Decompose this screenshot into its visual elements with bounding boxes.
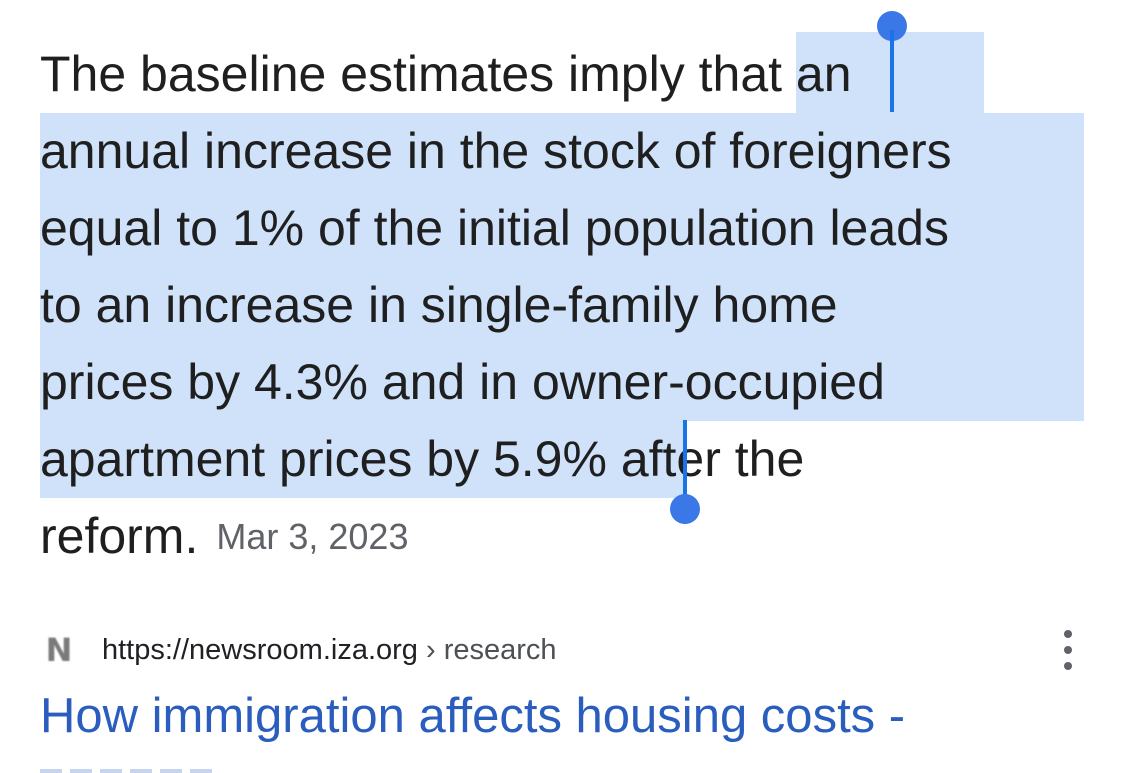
snippet-selected-text[interactable]: annual increase in the stock of foreigne… xyxy=(40,123,952,179)
snippet-line-4: to an increase in single-family home xyxy=(40,267,1100,344)
snippet-line-1: The baseline estimates imply that an xyxy=(40,32,1100,114)
featured-snippet: The baseline estimates imply that an ann… xyxy=(40,32,1100,575)
snippet-line-7: reform. Mar 3, 2023 xyxy=(40,498,1100,575)
snippet-pre-selection: The baseline estimates imply that xyxy=(40,46,796,102)
snippet-selected-text[interactable]: an xyxy=(795,32,984,114)
snippet-selected-text[interactable]: prices by 4.3% and in owner-occupied xyxy=(40,354,885,410)
more-vert-icon[interactable] xyxy=(1058,630,1078,670)
result-url[interactable]: https://newsroom.iza.org › research xyxy=(102,634,557,667)
snippet-selected-text[interactable]: equal to 1% of the initial population le… xyxy=(40,200,949,256)
selection-highlight xyxy=(40,113,1084,190)
snippet-selected-text[interactable]: to an increase in single-family home xyxy=(40,277,838,333)
result-title-cutoff xyxy=(40,760,240,773)
selection-highlight xyxy=(40,344,1084,421)
selection-end-caret xyxy=(683,420,687,498)
result-title-link[interactable]: How immigration affects housing costs - xyxy=(40,689,906,743)
result-url-path: › research xyxy=(417,633,557,666)
snippet-date: Mar 3, 2023 xyxy=(216,516,409,557)
selection-highlight xyxy=(40,190,1084,267)
snippet-last-line: reform. xyxy=(40,508,199,564)
snippet-line-3: equal to 1% of the initial population le… xyxy=(40,190,1100,267)
site-favicon-icon: N xyxy=(45,631,73,669)
selection-start-caret xyxy=(890,30,894,112)
snippet-post-selection: after the xyxy=(606,431,805,487)
selection-highlight xyxy=(40,267,1084,344)
result-source[interactable]: N https://newsroom.iza.org › research xyxy=(40,628,1084,672)
selection-end-handle[interactable] xyxy=(670,494,700,524)
selection-highlight xyxy=(40,421,686,498)
snippet-line-2: annual increase in the stock of foreigne… xyxy=(40,113,1100,190)
result-url-base: https://newsroom.iza.org xyxy=(102,633,418,666)
snippet-line-5: prices by 4.3% and in owner-occupied xyxy=(40,344,1100,421)
snippet-selected-text[interactable]: apartment prices by 5.9% xyxy=(40,431,607,487)
snippet-line-6: apartment prices by 5.9% after the xyxy=(40,421,1100,498)
